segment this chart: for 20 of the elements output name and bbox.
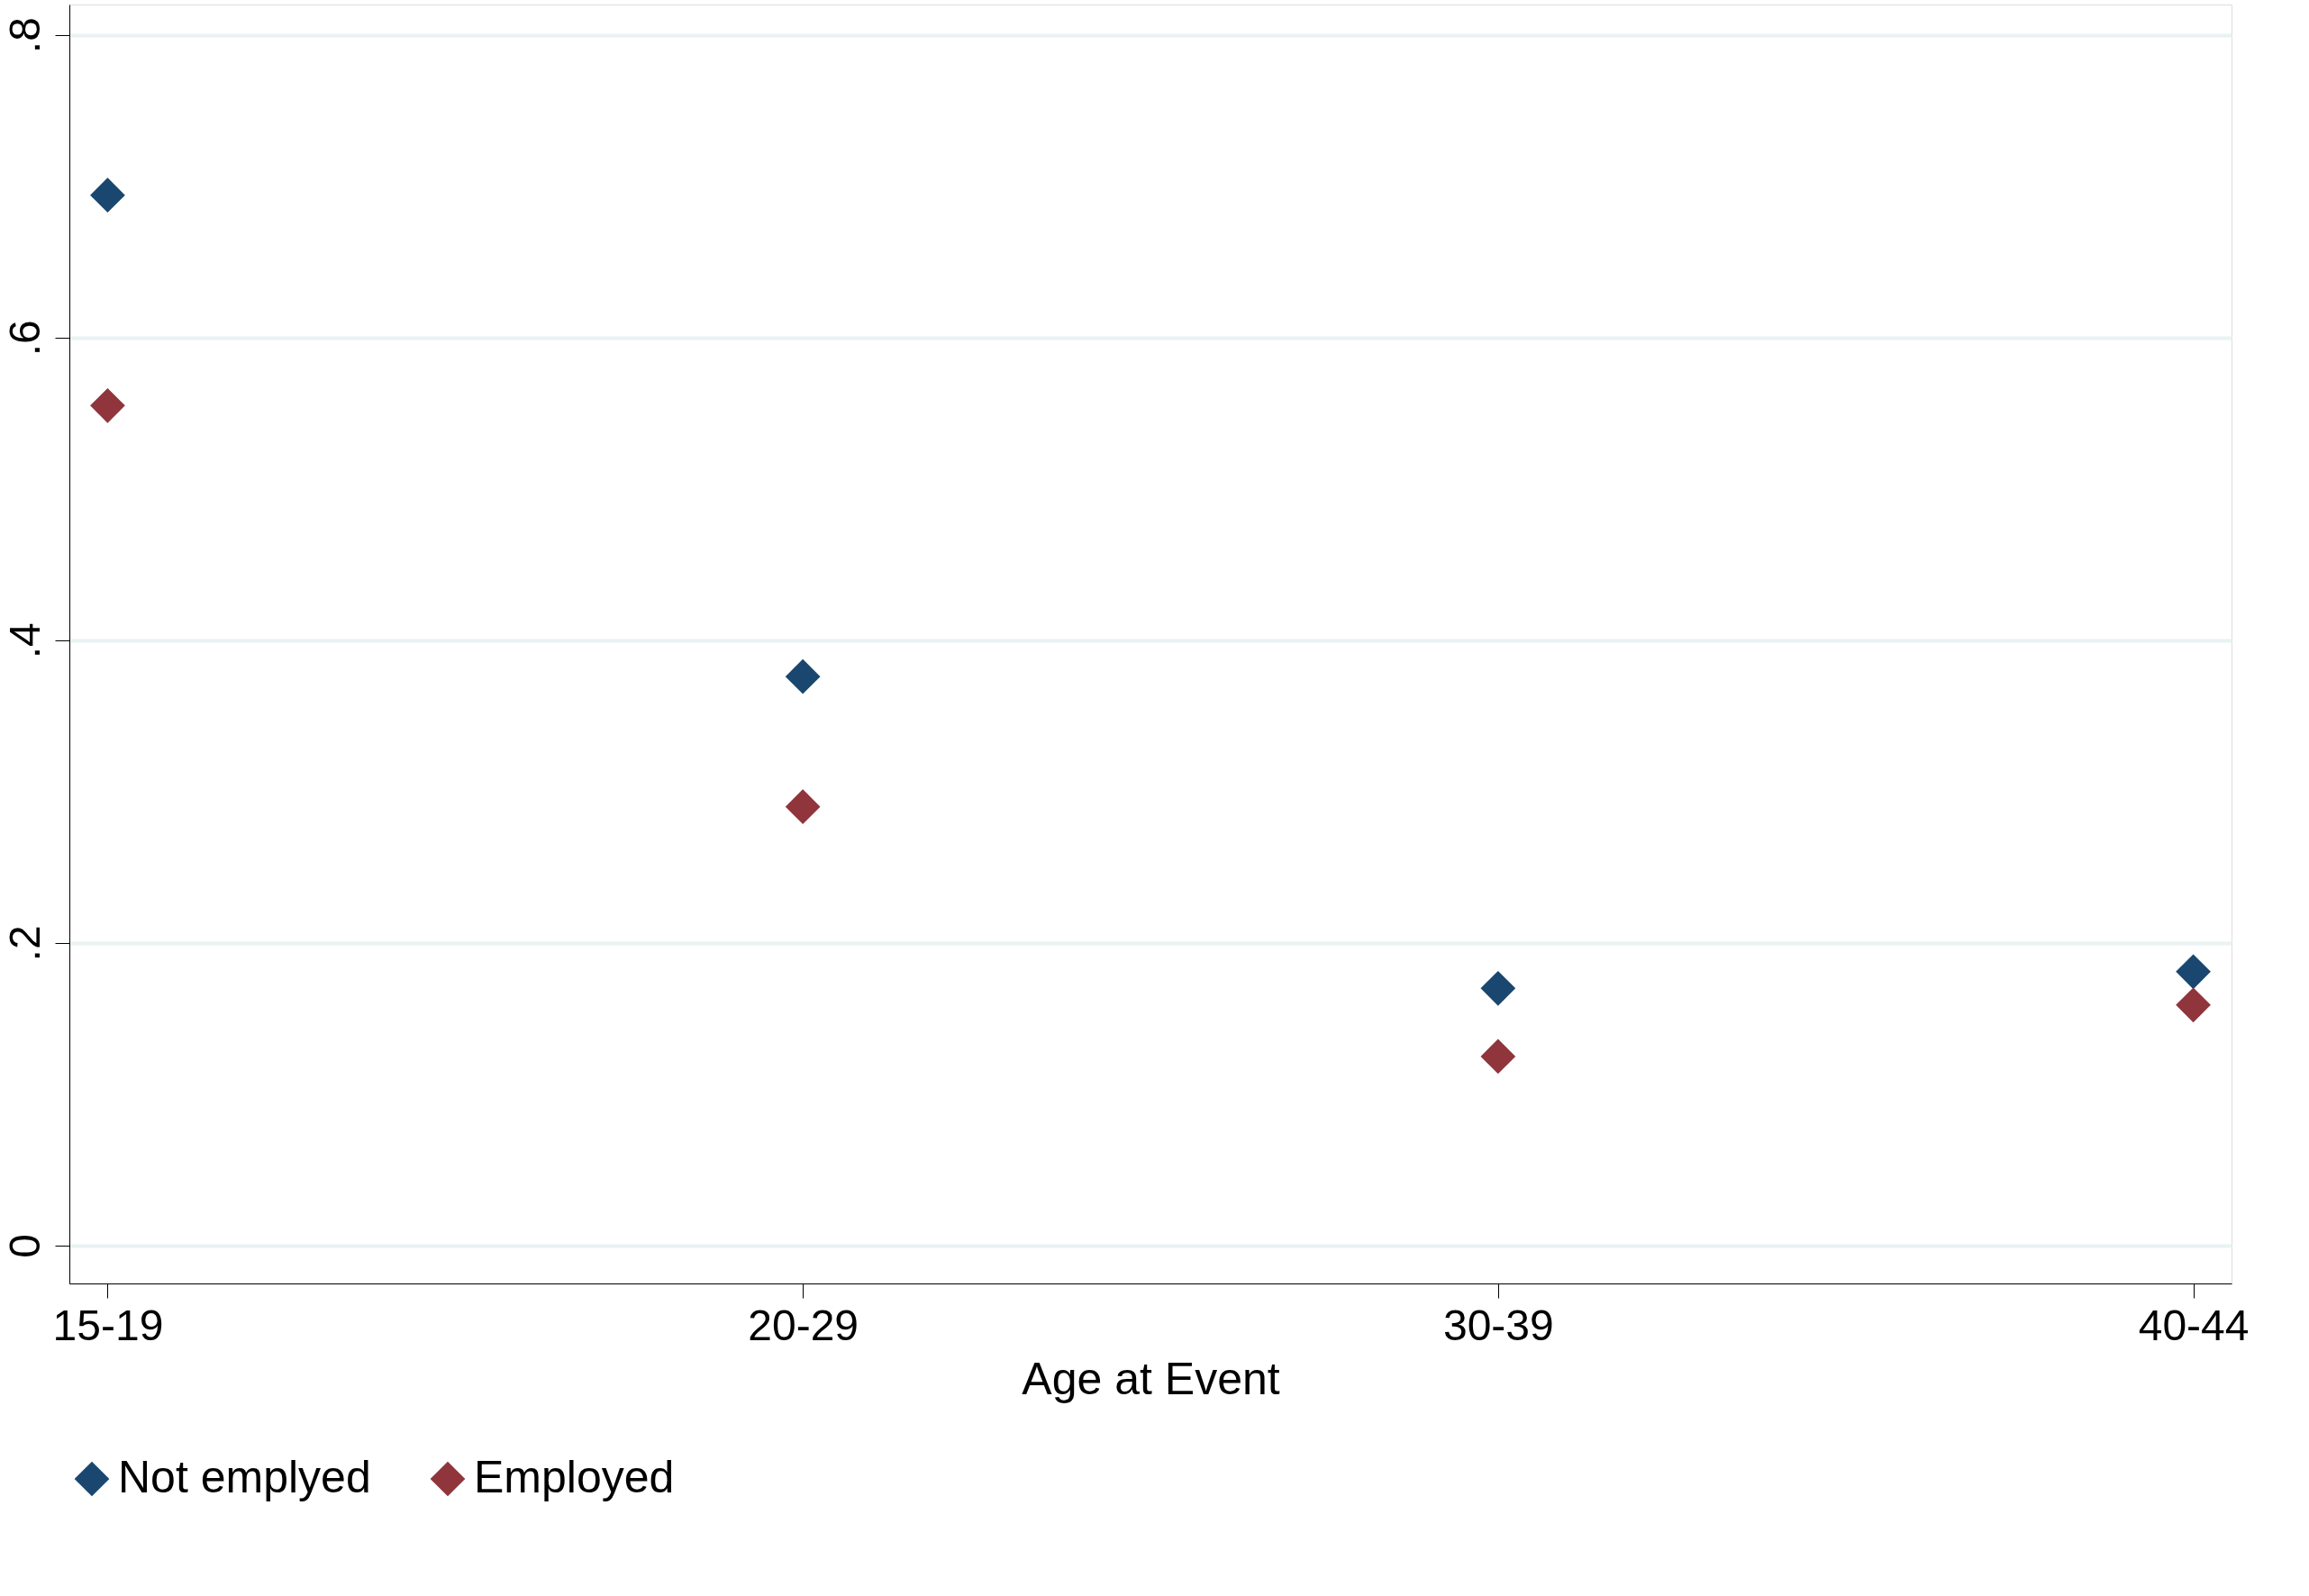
y-tick-label: .2 [0,925,49,962]
point [90,387,125,423]
point [785,789,821,825]
x-tick-label: 40-44 [2138,1301,2250,1349]
point [2176,954,2211,990]
x-tick-label: 15-19 [52,1301,164,1349]
y-tick-label: .8 [0,17,49,54]
x-tick-label: 20-29 [748,1301,859,1349]
point [1480,1038,1516,1075]
legend-label: Not emplyed [118,1452,371,1502]
point [1480,970,1516,1006]
x-tick-label: 30-39 [1442,1301,1554,1349]
x-axis-title: Age at Event [1022,1353,1280,1404]
point [785,658,821,694]
legend-label: Employed [474,1452,675,1502]
y-tick-label: 0 [0,1234,49,1258]
y-tick-label: .6 [0,320,49,357]
point [90,177,125,213]
y-tick-label: .4 [0,622,49,659]
point [2176,987,2211,1023]
